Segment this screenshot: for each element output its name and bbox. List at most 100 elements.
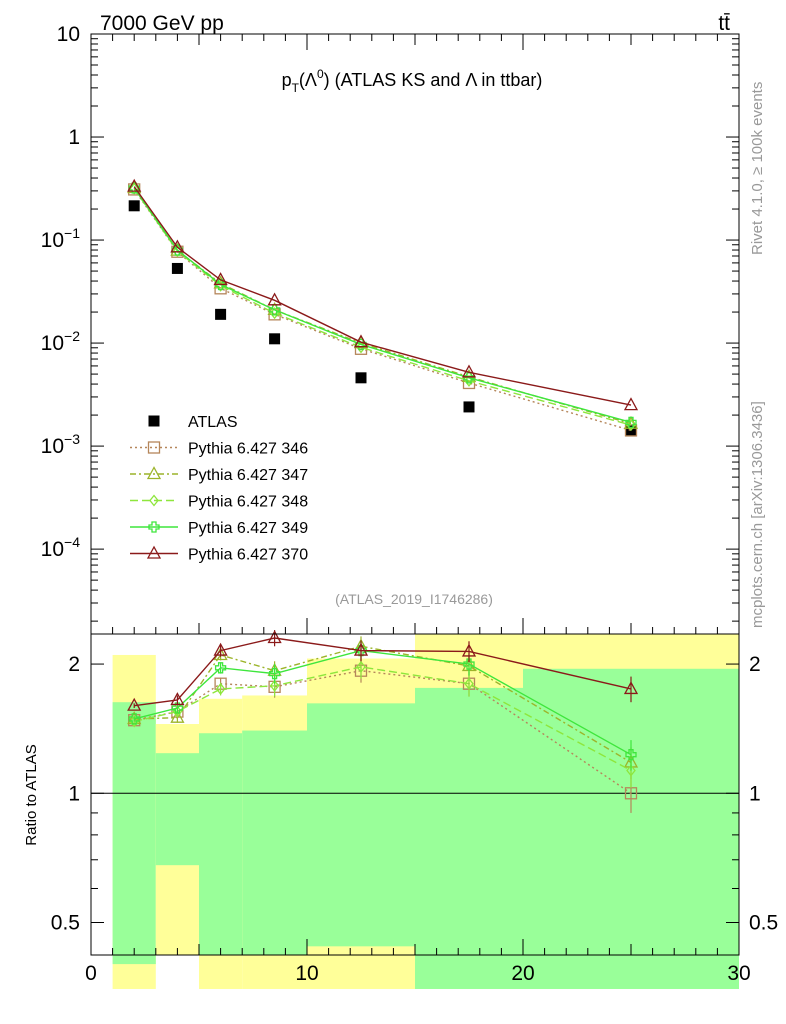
legend-entry-p348: Pythia 6.427 348 [130,494,308,511]
ratio-point [268,667,281,680]
ratio-point [127,697,142,711]
ratio-point [215,682,226,695]
legend-label: Pythia 6.427 347 [188,467,308,484]
ratio-point [353,642,369,656]
ratio-y-tick-label: 1 [68,782,80,805]
data-point [626,419,636,432]
ratio-point [170,709,185,723]
legend-entry-atlas: ATLAS [148,414,238,431]
legend-entry-p347: Pythia 6.427 347 [130,466,308,484]
ratio-y-tick-label-right: 0.5 [749,911,778,934]
data-point [269,333,281,345]
uncertainty-band-green [242,730,307,955]
rivet-version-label: Rivet 4.1.0, ≥ 100k events [749,82,766,255]
title-subscript: T [292,81,300,95]
series-line [133,189,632,432]
ratio-point [623,681,639,695]
legend-marker [148,521,160,533]
data-point [215,308,227,320]
y-tick-label: 10−4 [41,534,81,561]
data-point [267,292,282,306]
data-point [127,178,142,192]
ratio-point [464,677,474,690]
main-panel: pT(Λ0) (ATLAS KS and Λ in ttbar) (ATLAS_… [41,23,740,635]
legend-marker [148,415,160,427]
y-tick-label: 1 [68,126,80,149]
ratio-point [624,787,638,800]
legend-marker [146,545,162,559]
uncertainty-band-green [112,702,156,965]
legend-entry-p349: Pythia 6.427 349 [130,520,308,537]
legend-entry-p346: Pythia 6.427 346 [130,441,308,458]
legend-label: Pythia 6.427 349 [188,520,308,537]
legend-label: Pythia 6.427 346 [188,441,308,458]
series-p370 [127,178,639,411]
mcplots-source-label: mcplots.cern.ch [arXiv:1306.3436] [749,401,766,628]
uncertainty-band-green [415,687,523,989]
ratio-point [213,642,228,656]
ratio-point [269,679,280,692]
title-p: p [282,70,292,90]
x-tick-label: 30 [727,962,750,985]
ratio-point [214,662,227,674]
ratio-point [267,630,282,644]
data-point [623,415,639,429]
data-point [171,262,183,274]
ratio-point [170,692,185,706]
ratio-y-axis-label: Ratio to ATLAS [23,744,40,845]
data-point [625,416,637,429]
series-p348 [129,182,636,432]
y-tick-label: 10−2 [41,328,81,355]
ratio-point [356,660,366,673]
y-tick-label: 10−3 [41,431,81,458]
ratio-y-tick-label: 2 [68,653,80,676]
x-tick-label: 10 [295,962,318,985]
data-point [463,401,475,413]
x-tick-label: 20 [511,962,534,985]
legend-marker [149,494,159,507]
uncertainty-band-green [155,753,199,866]
analysis-id-label: (ATLAS_2019_I1746286) [335,591,493,607]
data-point [461,364,477,378]
ratio-y-tick-label-right: 2 [749,653,761,676]
ratio-panel: 0.5 0.51 12 2 Ratio to ATLAS 0 10 20 30 [23,34,778,989]
series-line [133,187,632,425]
ratio-point [463,658,475,670]
energy-label: 7000 GeV pp [100,12,224,35]
series-line [133,188,632,426]
main-frame [90,33,740,635]
uncertainty-band-green [523,668,739,989]
x-tick-label: 0 [85,962,97,985]
data-point [355,372,367,384]
y-tick-label: 10 [57,23,80,46]
legend-marker [147,441,161,454]
ratio-y-tick-label-right: 1 [749,782,761,805]
ratio-point [625,749,637,761]
title-rest: ) (ATLAS KS and Λ in ttbar) [324,70,543,90]
data-point [213,272,228,286]
ratio-y-tick-label: 0.5 [51,911,80,934]
legend-label: Pythia 6.427 370 [188,547,308,564]
series-line [133,187,632,424]
ratio-point [461,643,477,657]
ratio-series-p370 [127,630,639,711]
ratio-series-p348 [129,655,636,788]
process-label: tt̄ [718,12,730,35]
data-point [353,334,369,348]
uncertainty-band-green [307,703,415,947]
legend: ATLAS Pythia 6.427 346 Pythia 6.427 347 Pyt… [130,414,308,564]
legend-marker [146,466,162,480]
data-point [170,239,185,253]
data-point [129,182,140,195]
title-superscript: 0 [317,67,324,81]
uncertainty-band-green [199,733,243,955]
series-line [133,186,632,406]
y-tick-label: 10−1 [41,225,81,252]
ratio-point [171,702,184,714]
ratio-point [128,713,140,725]
legend-label: ATLAS [188,414,238,431]
legend-entry-p370: Pythia 6.427 370 [130,545,308,564]
data-point [128,182,140,194]
ratio-point [129,715,140,728]
